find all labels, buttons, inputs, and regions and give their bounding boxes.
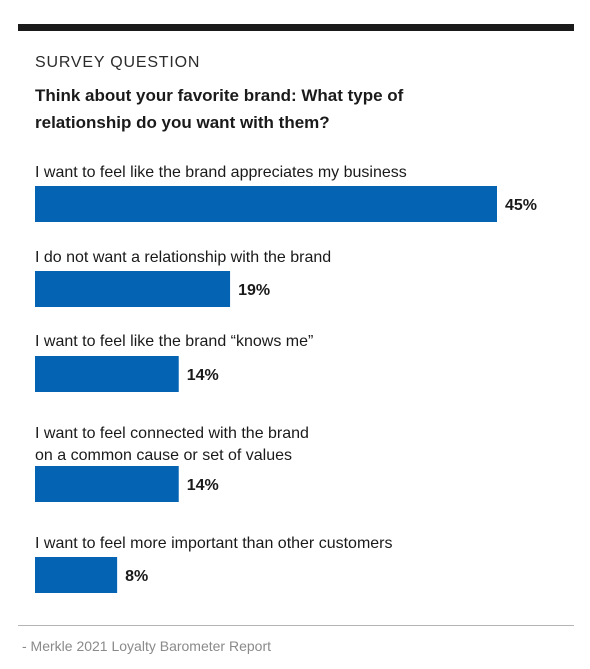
value-label: 14% <box>187 477 219 494</box>
bar <box>35 186 497 222</box>
bar <box>35 271 231 307</box>
bar <box>35 557 118 593</box>
bar <box>35 466 179 502</box>
value-label: 19% <box>238 282 270 299</box>
top-rule <box>18 24 574 31</box>
bar <box>35 356 179 392</box>
bottom-rule <box>18 625 574 626</box>
category-label: I want to feel more important than other… <box>35 535 393 552</box>
value-label: 45% <box>505 197 537 214</box>
category-label: I do not want a relationship with the br… <box>35 249 331 266</box>
value-label: 14% <box>187 367 219 384</box>
survey-question: Think about your favorite brand: What ty… <box>35 86 404 132</box>
value-label: 8% <box>125 568 148 585</box>
source-note: - Merkle 2021 Loyalty Barometer Report <box>22 638 271 654</box>
section-eyebrow: SURVEY QUESTION <box>35 54 201 71</box>
category-label: on a common cause or set of values <box>35 447 292 464</box>
category-label: I want to feel like the brand “knows me” <box>35 333 313 350</box>
category-label: I want to feel like the brand appreciate… <box>35 164 407 181</box>
category-label: I want to feel connected with the brand <box>35 425 309 442</box>
